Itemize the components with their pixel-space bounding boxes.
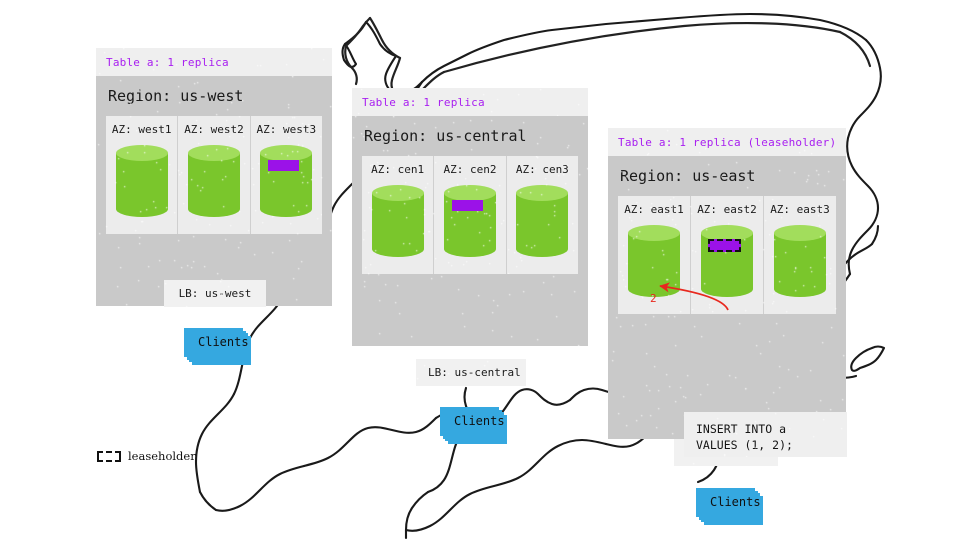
diagram-canvas: Table a: 1 replica Region: us-west AZ: w… xyxy=(0,0,960,540)
az-label: AZ: west3 xyxy=(253,123,320,136)
cylinder-top xyxy=(188,145,240,161)
region-header-us-east: Table a: 1 replica (leaseholder) xyxy=(608,128,846,156)
region-header-us-central: Table a: 1 replica xyxy=(352,88,588,116)
cylinder-top xyxy=(372,185,424,201)
range-replica[interactable] xyxy=(452,200,483,211)
node-cylinder[interactable] xyxy=(372,185,424,257)
range-replica-leaseholder[interactable] xyxy=(708,239,741,252)
cylinder-top xyxy=(444,185,496,201)
cylinder-body xyxy=(372,193,424,249)
load-balancer-us-west[interactable]: LB: us-west xyxy=(164,280,266,307)
noise-texture xyxy=(684,412,847,457)
cylinder-top xyxy=(516,185,568,201)
region-panel-us-west: Table a: 1 replica Region: us-west AZ: w… xyxy=(96,48,332,306)
clients-label[interactable]: Clients xyxy=(696,488,755,517)
az-cell-west1[interactable]: AZ: west1 xyxy=(106,116,177,234)
region-title: Region: us-east xyxy=(620,167,836,185)
region-panel-us-east: Table a: 1 replica (leaseholder) Region:… xyxy=(608,128,846,439)
region-body-us-east: Region: us-east AZ: east1 AZ: east2 xyxy=(608,156,846,439)
region-body-us-central: Region: us-central AZ: cen1 AZ: cen2 xyxy=(352,116,588,346)
az-cell-east2[interactable]: AZ: east2 xyxy=(690,196,763,314)
az-label: AZ: cen2 xyxy=(436,163,503,176)
cylinder-top xyxy=(260,145,312,161)
clients-button-us-central[interactable]: Clients xyxy=(440,407,500,436)
node-cylinder[interactable] xyxy=(628,225,680,297)
cylinder-top xyxy=(116,145,168,161)
table-replica-label: Table a: 1 replica xyxy=(362,96,578,109)
region-body-us-west: Region: us-west AZ: west1 AZ: west2 xyxy=(96,76,332,306)
table-replica-label: Table a: 1 replica (leaseholder) xyxy=(618,136,836,149)
az-cell-east3[interactable]: AZ: east3 xyxy=(763,196,836,314)
noise-texture xyxy=(164,280,266,307)
node-cylinder[interactable] xyxy=(774,225,826,297)
az-label: AZ: east2 xyxy=(693,203,761,216)
cylinder-top xyxy=(628,225,680,241)
az-label: AZ: west2 xyxy=(180,123,247,136)
node-cylinder[interactable] xyxy=(701,225,753,297)
az-label: AZ: west1 xyxy=(108,123,175,136)
legend-label: leaseholder xyxy=(128,449,196,463)
node-cylinder[interactable] xyxy=(116,145,168,217)
clients-label[interactable]: Clients xyxy=(184,328,243,357)
table-replica-label: Table a: 1 replica xyxy=(106,56,322,69)
node-cylinder[interactable] xyxy=(444,185,496,257)
az-cell-cen2[interactable]: AZ: cen2 xyxy=(433,156,505,274)
az-row: AZ: west1 AZ: west2 AZ xyxy=(106,116,322,234)
node-cylinder[interactable] xyxy=(260,145,312,217)
dashed-rectangle-icon xyxy=(97,451,121,462)
clients-label[interactable]: Clients xyxy=(440,407,499,436)
node-cylinder[interactable] xyxy=(516,185,568,257)
az-label: AZ: east3 xyxy=(766,203,834,216)
range-replica[interactable] xyxy=(268,160,299,171)
az-cell-west2[interactable]: AZ: west2 xyxy=(177,116,249,234)
sql-statement-box: INSERT INTO a VALUES (1, 2); xyxy=(684,412,847,457)
cylinder-body xyxy=(628,233,680,289)
az-row: AZ: cen1 AZ: cen2 xyxy=(362,156,578,274)
cylinder-top xyxy=(774,225,826,241)
noise-texture xyxy=(416,359,526,386)
load-balancer-us-central[interactable]: LB: us-central xyxy=(416,359,526,386)
az-cell-west3[interactable]: AZ: west3 xyxy=(250,116,322,234)
region-title: Region: us-west xyxy=(108,87,322,105)
node-cylinder[interactable] xyxy=(188,145,240,217)
cylinder-body xyxy=(774,233,826,289)
cylinder-body xyxy=(116,153,168,209)
region-title: Region: us-central xyxy=(364,127,578,145)
az-label: AZ: cen3 xyxy=(509,163,576,176)
az-label: AZ: cen1 xyxy=(364,163,431,176)
clients-button-us-west[interactable]: Clients xyxy=(184,328,244,357)
az-cell-cen1[interactable]: AZ: cen1 xyxy=(362,156,433,274)
cylinder-body xyxy=(516,193,568,249)
arrow-step-label: 2 xyxy=(650,292,657,305)
az-cell-cen3[interactable]: AZ: cen3 xyxy=(506,156,578,274)
az-label: AZ: east1 xyxy=(620,203,688,216)
region-header-us-west: Table a: 1 replica xyxy=(96,48,332,76)
cylinder-body xyxy=(188,153,240,209)
clients-button-us-east[interactable]: Clients xyxy=(696,488,756,517)
region-panel-us-central: Table a: 1 replica Region: us-central AZ… xyxy=(352,88,588,346)
legend-leaseholder: leaseholder xyxy=(97,449,196,463)
